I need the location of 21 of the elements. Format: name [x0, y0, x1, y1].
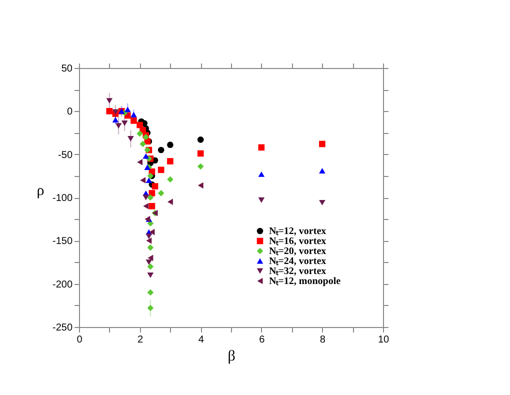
legend-label: Nₜ=24, vortex	[269, 256, 326, 267]
x-tick-label: 4	[198, 334, 204, 346]
legend-label: Nₜ=20, vortex	[269, 246, 326, 257]
y-tick-label: -250	[52, 322, 73, 334]
y-tick-label: -50	[58, 150, 73, 161]
legend-label: Nₜ=16, vortex	[269, 236, 326, 247]
y-tick-label: 50	[61, 64, 73, 74]
y-axis-title: ρ	[36, 183, 44, 199]
y-tick-label: -100	[52, 193, 73, 204]
x-tick-label: 6	[259, 334, 266, 346]
legend-label: Nₜ=32, vortex	[269, 266, 326, 277]
x-tick-label: 0	[76, 334, 83, 346]
x-tick-label: 8	[320, 334, 326, 346]
x-tick-label: 2	[138, 334, 144, 346]
y-tick-label: 0	[66, 106, 73, 118]
legend-label: Nₜ=12, vortex	[269, 226, 326, 237]
x-tick-label: 10	[378, 334, 390, 346]
y-tick-label: -150	[52, 236, 73, 248]
x-axis-title: β	[228, 348, 236, 364]
legend-label: Nₜ=12, monopole	[269, 276, 342, 287]
y-tick-label: -200	[52, 279, 73, 290]
